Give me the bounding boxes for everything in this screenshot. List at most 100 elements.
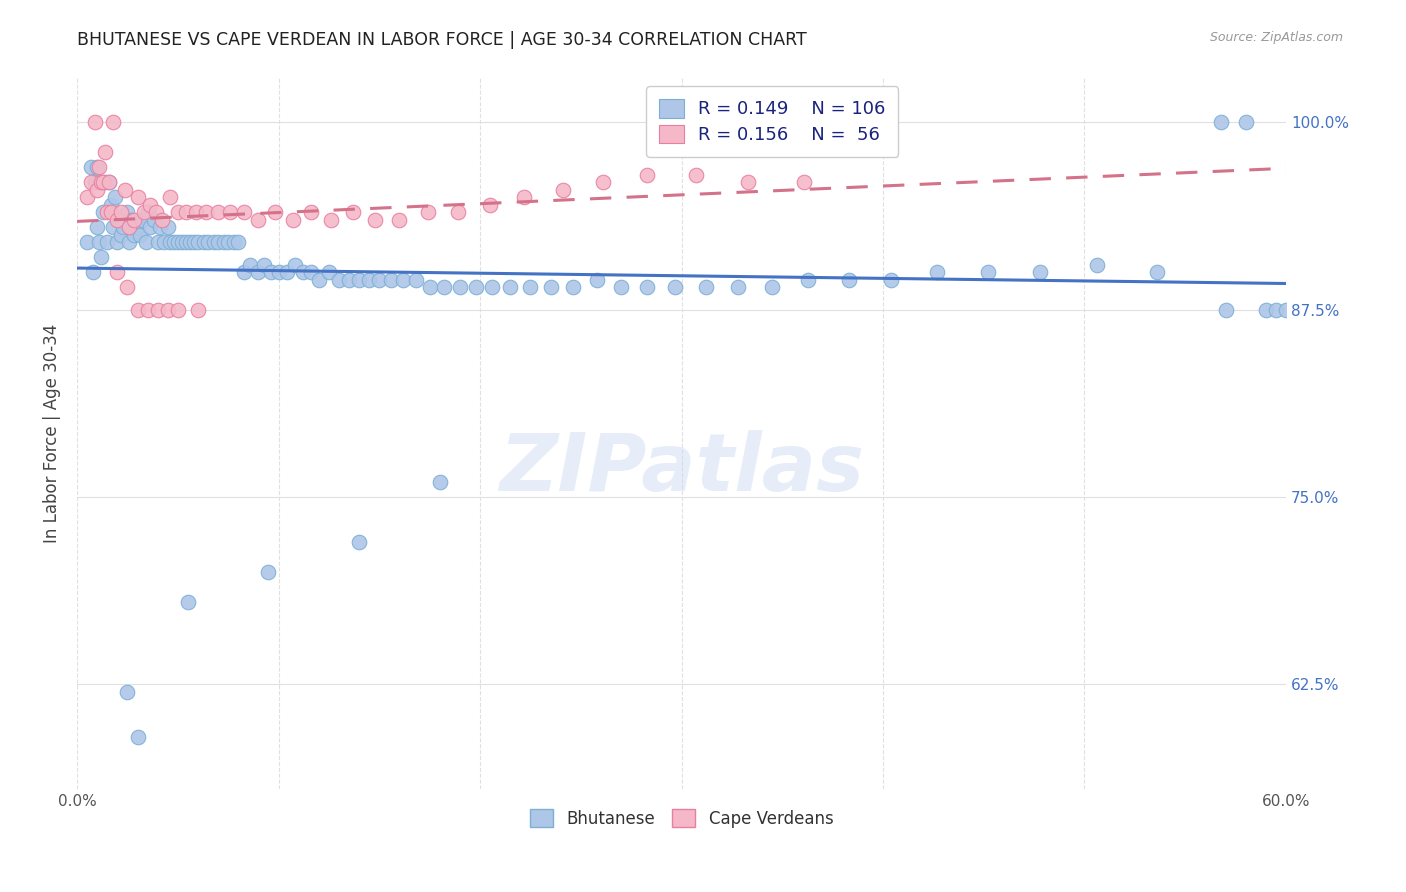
Point [392,273,415,287]
Point [163,235,186,250]
Point [233,205,256,219]
Point [114,183,136,197]
Point [1234,115,1257,129]
Point [122,227,145,242]
Point [267,265,290,279]
Point [247,265,270,279]
Point [183,235,205,250]
Point [447,205,470,219]
Point [1029,265,1052,279]
Point [359,273,381,287]
Point [146,235,169,250]
Point [86,161,108,175]
Point [519,280,541,294]
Point [127,190,149,204]
Y-axis label: In Labor Force | Age 30-34: In Labor Force | Age 30-34 [44,324,60,543]
Point [142,212,165,227]
Point [105,235,128,250]
Point [117,280,139,294]
Point [145,205,167,219]
Point [610,280,633,294]
Point [128,227,150,242]
Point [166,235,188,250]
Point [880,273,903,287]
Point [136,205,159,219]
Point [479,198,502,212]
Point [664,280,686,294]
Point [499,280,522,294]
Point [112,220,135,235]
Point [368,273,391,287]
Point [110,205,132,219]
Point [337,273,360,287]
Point [103,115,125,129]
Point [121,212,143,227]
Point [259,265,281,279]
Point [118,220,141,235]
Point [308,273,330,287]
Point [187,235,209,250]
Point [89,161,111,175]
Point [797,273,820,287]
Legend: Bhutanese, Cape Verdeans: Bhutanese, Cape Verdeans [523,803,839,834]
Point [159,190,181,204]
Point [257,565,280,579]
Point [1085,258,1108,272]
Point [226,235,249,250]
Point [977,265,1000,279]
Point [416,205,439,219]
Point [170,235,193,250]
Point [685,168,707,182]
Point [592,175,614,189]
Point [149,220,172,235]
Point [276,265,298,279]
Point [1211,115,1233,129]
Point [318,265,340,279]
Point [761,280,783,294]
Point [727,280,749,294]
Point [174,205,197,219]
Point [1215,302,1237,317]
Point [127,302,149,317]
Point [131,212,153,227]
Point [179,235,201,250]
Point [291,265,314,279]
Point [105,212,128,227]
Point [927,265,949,279]
Point [253,258,276,272]
Point [202,235,225,250]
Point [342,205,364,219]
Point [193,235,215,250]
Text: ZIPatlas: ZIPatlas [499,430,865,508]
Point [737,175,759,189]
Point [100,198,122,212]
Point [76,190,98,204]
Point [86,220,108,235]
Text: BHUTANESE VS CAPE VERDEAN IN LABOR FORCE | AGE 30-34 CORRELATION CHART: BHUTANESE VS CAPE VERDEAN IN LABOR FORCE… [77,31,807,49]
Point [299,265,322,279]
Point [159,235,181,250]
Point [540,280,562,294]
Point [138,220,160,235]
Point [166,205,188,219]
Point [419,280,441,294]
Point [132,205,155,219]
Point [127,730,149,744]
Point [224,235,246,250]
Point [118,235,141,250]
Point [561,280,583,294]
Point [156,302,179,317]
Point [1264,302,1286,317]
Point [84,115,107,129]
Point [90,250,112,264]
Point [94,175,117,189]
Point [156,220,179,235]
Point [152,235,174,250]
Point [91,205,114,219]
Point [138,198,160,212]
Point [98,175,121,189]
Point [96,205,118,219]
Point [388,212,411,227]
Point [380,273,402,287]
Point [197,235,219,250]
